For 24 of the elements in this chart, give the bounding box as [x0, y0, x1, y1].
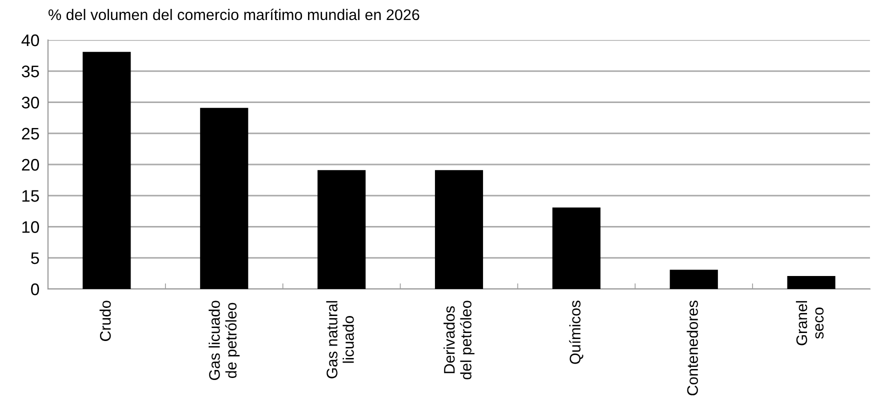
bar: [434, 170, 484, 289]
bar: [552, 208, 600, 289]
chart-title: % del volumen del comercio marítimo mundial en 2026: [48, 8, 420, 20]
bar: [200, 108, 248, 289]
y-tick-label: 25: [22, 128, 39, 140]
x-tick-label: Químicos: [569, 300, 584, 364]
y-tick-label: 20: [22, 158, 40, 171]
bar: [318, 170, 366, 289]
x-tick-label: Gas natural licuado: [326, 301, 354, 378]
x-tick-label: Gas licuado de petróleo: [208, 300, 240, 380]
x-tick-label: Derivados del petróleo: [444, 300, 474, 380]
y-tick-label: 40: [22, 34, 40, 46]
bar: [82, 52, 131, 289]
y-tick-label: 35: [22, 66, 39, 78]
bar: [670, 270, 718, 289]
y-tick-label: 15: [22, 190, 39, 202]
y-tick-label: 5: [31, 252, 39, 264]
y-tick-label: 0: [31, 283, 40, 296]
x-tick-label: Granel seco: [796, 301, 824, 346]
x-tick-label: Crudo: [100, 300, 111, 341]
y-tick-label: 30: [22, 96, 40, 108]
y-tick-label: 10: [22, 221, 40, 233]
bar: [787, 276, 836, 289]
x-tick-label: Contenedores: [686, 300, 698, 396]
